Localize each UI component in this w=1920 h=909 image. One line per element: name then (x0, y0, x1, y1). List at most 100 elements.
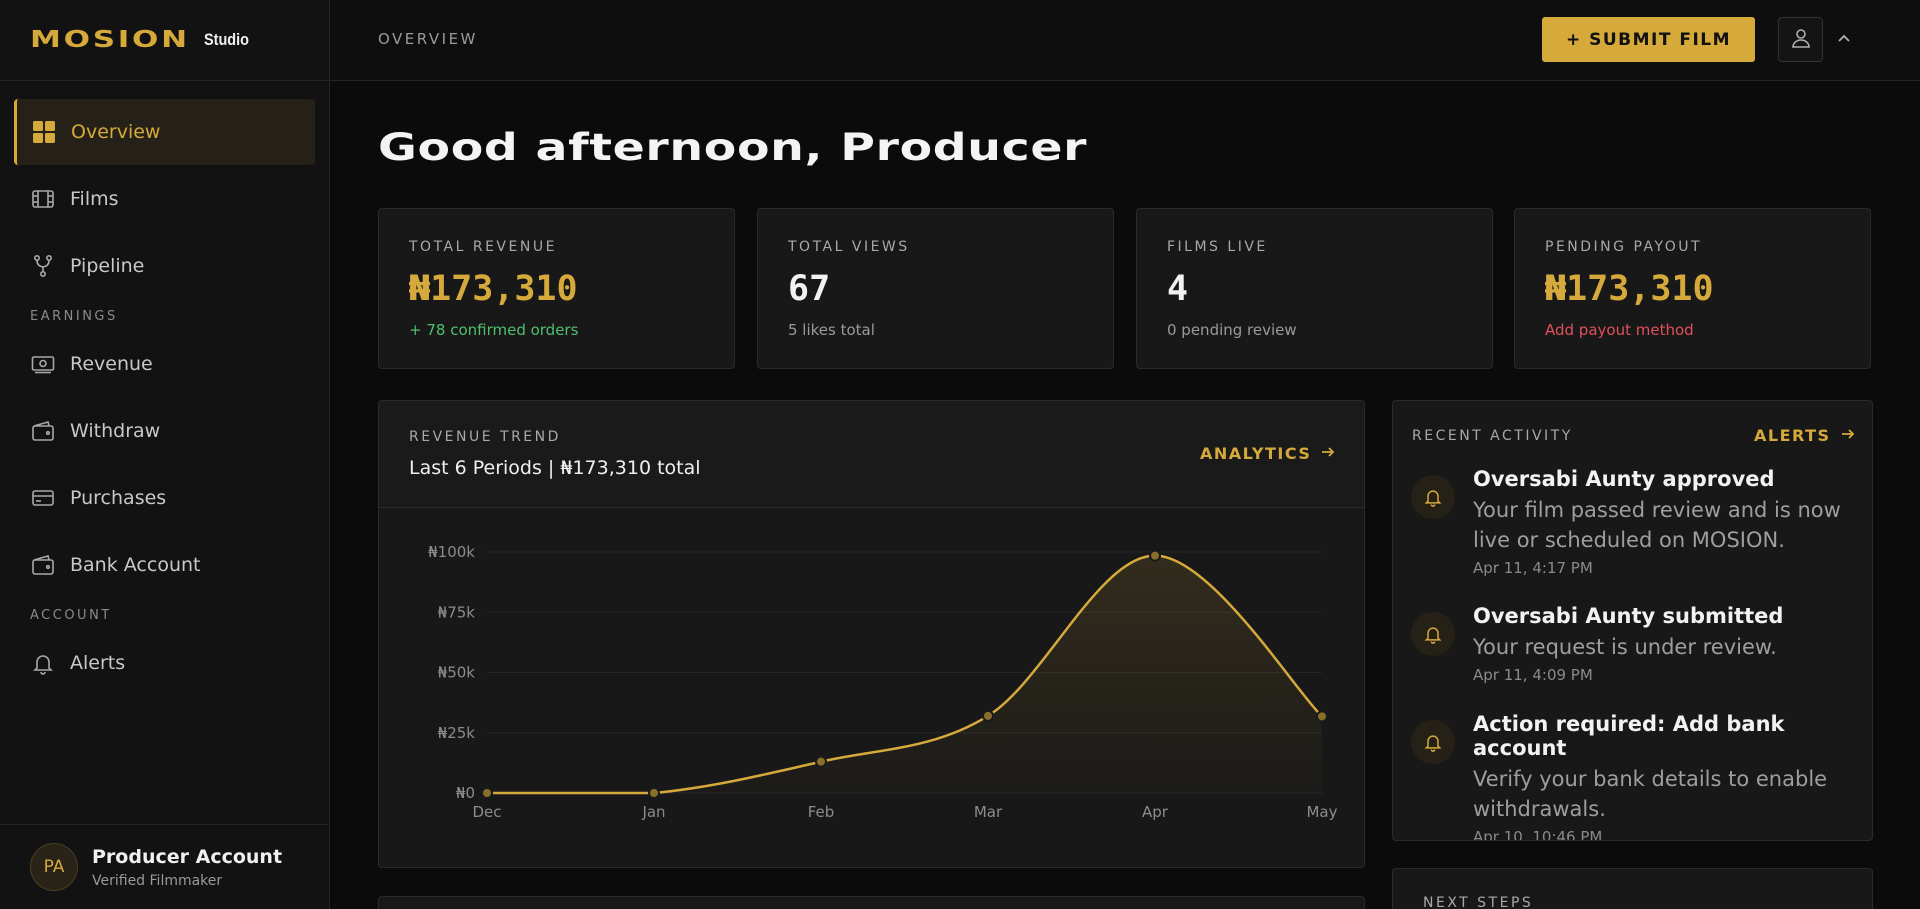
sidebar-item-purchases[interactable]: Purchases (14, 465, 315, 531)
recent-activity-card: RECENT ACTIVITY ALERTS Oversabi Aunty ap… (1392, 400, 1873, 841)
revenue-chart: ₦0 ₦25k ₦50k ₦75k ₦100k Dec Jan Feb Mar Apr May (428, 543, 1338, 821)
stat-label: PENDING PAYOUT (1545, 239, 1703, 255)
trend-subtitle: Last 6 Periods | ₦173,310 total (409, 457, 701, 479)
activity-time: Apr 10, 10:46 PM (1473, 828, 1603, 841)
activity-text: Your request is under review. (1473, 635, 1777, 659)
sidebar-item-label: Revenue (70, 353, 153, 375)
data-point (648, 787, 660, 799)
analytics-link-label: ANALYTICS (1200, 444, 1312, 463)
user-name: Producer Account (92, 845, 283, 868)
activity-title: Oversabi Aunty approved (1473, 467, 1775, 491)
data-point (1149, 549, 1161, 562)
sidebar-item-label: Alerts (70, 652, 126, 674)
stat-card-films-live: FILMS LIVE 4 0 pending review (1136, 208, 1493, 369)
activity-item[interactable]: Oversabi Aunty submitted Your request is… (1411, 604, 1863, 684)
stat-card-total-views: TOTAL VIEWS 67 5 likes total (757, 208, 1114, 369)
card-icon (30, 485, 56, 511)
x-tick-label: Apr (1142, 803, 1169, 821)
sidebar-item-label: Purchases (70, 487, 167, 509)
sidebar-item-overview[interactable]: Overview (14, 99, 315, 165)
stat-note: + 78 confirmed orders (409, 321, 579, 339)
breadcrumb: OVERVIEW (378, 30, 478, 48)
arrow-right-icon (1841, 426, 1855, 445)
stat-label: TOTAL VIEWS (788, 239, 910, 255)
x-tick-label: Dec (472, 803, 501, 821)
series-area (487, 555, 1322, 793)
chevron-up-icon (1836, 30, 1852, 50)
stat-label: TOTAL REVENUE (409, 239, 557, 255)
user-icon (1789, 26, 1813, 54)
activity-title: Oversabi Aunty submitted (1473, 604, 1784, 628)
data-point (982, 709, 994, 722)
sidebar-item-alerts[interactable]: Alerts (14, 630, 315, 696)
trend-label: REVENUE TREND (409, 429, 561, 445)
next-steps-label: NEXT STEPS (1423, 895, 1534, 909)
activity-text: Your film passed review and is now live … (1473, 498, 1841, 552)
brand[interactable]: MOSION Studio (0, 0, 329, 81)
stat-value: ₦173,310 (409, 269, 578, 309)
stat-note: 5 likes total (788, 321, 875, 339)
stat-note: 0 pending review (1167, 321, 1297, 339)
topbar: OVERVIEW + SUBMIT FILM (330, 0, 1920, 81)
avatar: PA (30, 843, 78, 891)
sidebar-item-label: Films (70, 188, 119, 210)
y-tick-label: ₦25k (438, 724, 476, 742)
y-tick-label: ₦0 (456, 784, 475, 802)
data-point (815, 755, 827, 768)
section-account: ACCOUNT (30, 607, 112, 623)
activity-text: Verify your bank details to enable withd… (1473, 767, 1828, 821)
brand-sub: Studio (204, 30, 250, 49)
bell-icon (1411, 475, 1455, 519)
sidebar-item-revenue[interactable]: Revenue (14, 331, 315, 397)
film-icon (30, 186, 56, 212)
sidebar-item-label: Withdraw (70, 420, 161, 442)
add-payout-link[interactable]: Add payout method (1545, 321, 1694, 339)
activity-label: RECENT ACTIVITY (1412, 428, 1573, 444)
activity-time: Apr 11, 4:17 PM (1473, 559, 1593, 577)
x-tick-label: Jan (641, 803, 665, 821)
bell-icon (30, 650, 56, 676)
data-point (481, 787, 493, 799)
sidebar-item-label: Pipeline (70, 255, 145, 277)
y-tick-label: ₦50k (438, 664, 476, 682)
wallet-icon (30, 418, 56, 444)
sidebar-item-films[interactable]: Films (14, 166, 315, 232)
submit-film-button[interactable]: + SUBMIT FILM (1542, 17, 1755, 62)
page-title: Good afternoon, Producer (378, 126, 1088, 169)
y-tick-label: ₦75k (438, 603, 476, 621)
stat-value: ₦173,310 (1545, 269, 1714, 309)
section-earnings: EARNINGS (30, 308, 118, 324)
alerts-link-label: ALERTS (1754, 426, 1831, 445)
bell-icon (1411, 612, 1455, 656)
stat-label: FILMS LIVE (1167, 239, 1268, 255)
y-tick-label: ₦100k (428, 543, 475, 561)
analytics-link[interactable]: ANALYTICS (1200, 444, 1335, 463)
user-account[interactable]: PA Producer Account Verified Filmmaker (0, 824, 330, 909)
brand-logo: MOSION (30, 27, 190, 53)
sidebar-item-label: Overview (71, 121, 161, 143)
activity-time: Apr 11, 4:09 PM (1473, 666, 1593, 684)
bell-icon (1411, 720, 1455, 764)
next-steps-card: NEXT STEPS (1392, 868, 1873, 909)
collapse-button[interactable] (1832, 28, 1856, 52)
activity-item[interactable]: Oversabi Aunty approved Your film passed… (1411, 467, 1863, 577)
sidebar-item-bank-account[interactable]: Bank Account (14, 532, 315, 598)
arrow-right-icon (1321, 444, 1335, 463)
alerts-link[interactable]: ALERTS (1754, 426, 1855, 445)
lower-card (378, 896, 1365, 909)
cash-icon (30, 351, 56, 377)
sidebar: MOSION Studio Overview Films Pipeline EA… (0, 0, 330, 909)
sidebar-item-pipeline[interactable]: Pipeline (14, 233, 315, 299)
sidebar-nav: Overview Films Pipeline EARNINGS Revenue (0, 81, 329, 696)
branch-icon (30, 253, 56, 279)
data-point (1316, 710, 1328, 723)
stat-value: 67 (788, 269, 831, 309)
profile-button[interactable] (1778, 17, 1823, 62)
sidebar-item-withdraw[interactable]: Withdraw (14, 398, 315, 464)
trend-header: REVENUE TREND Last 6 Periods | ₦173,310 … (379, 401, 1364, 508)
wallet-icon (30, 552, 56, 578)
activity-item[interactable]: Action required: Add bank account Verify… (1411, 712, 1872, 841)
activity-title: Action required: Add bank account (1473, 712, 1785, 760)
user-role: Verified Filmmaker (92, 872, 223, 889)
x-tick-label: Mar (974, 803, 1003, 821)
